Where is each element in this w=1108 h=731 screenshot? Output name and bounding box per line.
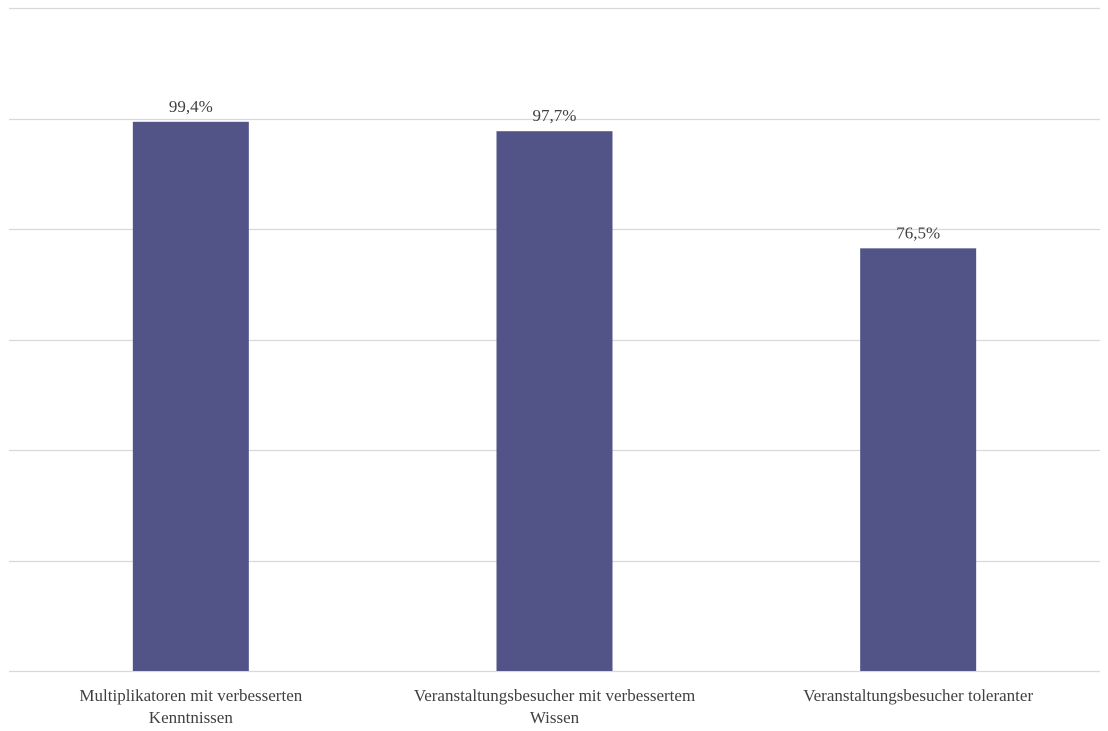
- data-labels: 99,4% 97,7% 76,5%: [169, 97, 940, 243]
- bar-2: [496, 131, 613, 671]
- category-axis: Multiplikatoren mit verbesserten Kenntnis…: [79, 686, 1033, 727]
- category-label-2: Veranstaltungsbesucher mit verbessertem W…: [414, 686, 695, 727]
- data-label-3: 76,5%: [896, 223, 940, 242]
- bar-3: [860, 248, 977, 671]
- bar-1: [132, 121, 249, 671]
- category-label-1: Multiplikatoren mit verbesserten Kenntnis…: [79, 686, 302, 727]
- data-label-1: 99,4%: [169, 97, 213, 116]
- data-label-2: 97,7%: [533, 106, 577, 125]
- category-label-3: Veranstaltungsbesucher toleranter: [803, 686, 1033, 705]
- bars: [132, 121, 977, 671]
